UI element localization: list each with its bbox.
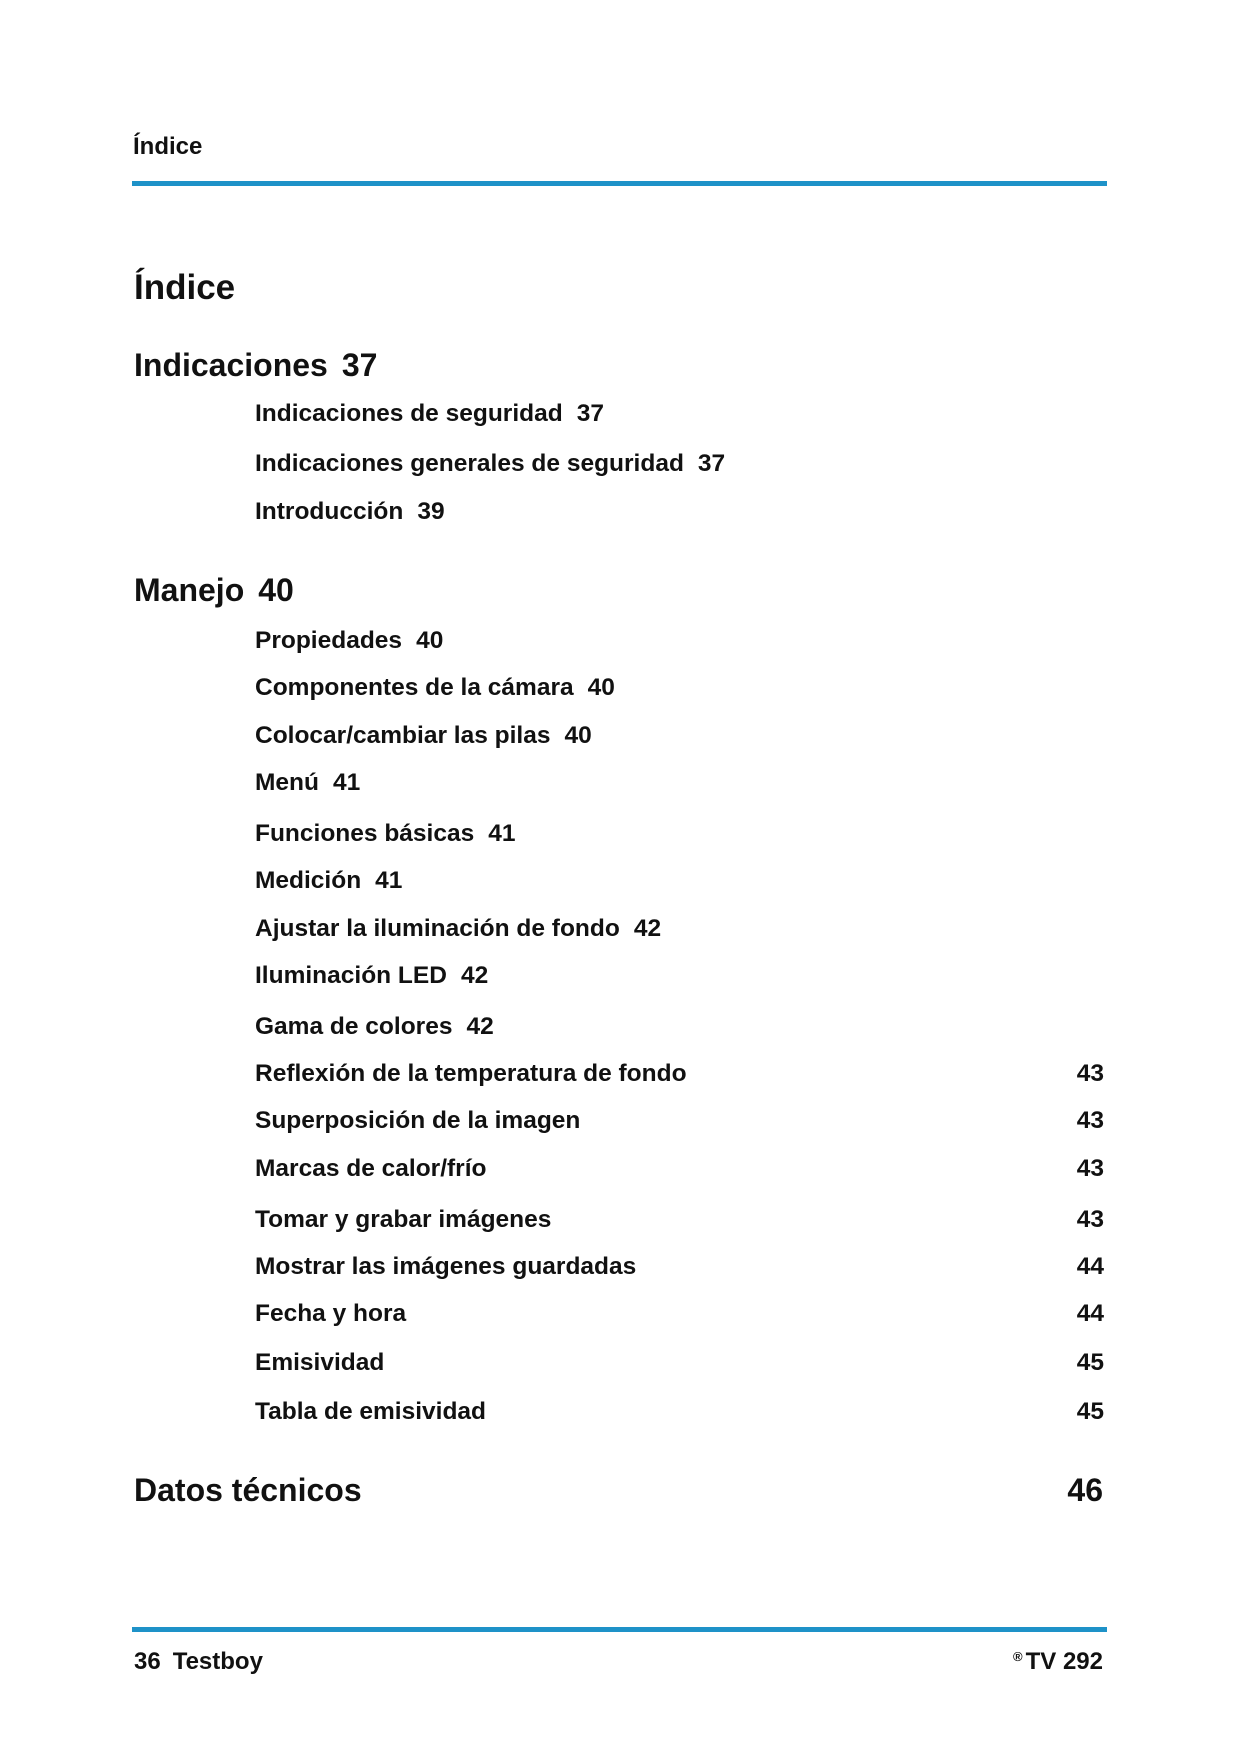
item-page: 41	[488, 820, 516, 847]
item-page: 42	[633, 915, 662, 942]
page-title: Índice	[134, 268, 236, 307]
item-page: 40	[587, 674, 615, 701]
item-page: 41	[332, 769, 361, 796]
item-page: 45	[1076, 1398, 1104, 1425]
toc-item[interactable]: Emisividad 45	[255, 1349, 1104, 1376]
toc-item[interactable]: Ajustar la iluminación de fondo 42	[255, 915, 662, 942]
item-label: Funciones básicas	[255, 820, 475, 847]
item-label: Colocar/cambiar las pilas	[255, 722, 551, 749]
item-label: Tomar y grabar imágenes	[255, 1206, 552, 1233]
item-page: 42	[466, 1013, 494, 1040]
toc-section-manejo[interactable]: Manejo 40	[134, 574, 294, 606]
toc-item[interactable]: Marcas de calor/frío 43	[255, 1155, 1104, 1182]
item-label: Gama de colores	[255, 1013, 453, 1040]
toc-item[interactable]: Iluminación LED 42	[255, 962, 489, 989]
item-page: 44	[1076, 1300, 1104, 1327]
section-label: Indicaciones	[134, 347, 328, 383]
item-label: Superposición de la imagen	[255, 1107, 581, 1134]
item-page: 40	[564, 722, 592, 749]
item-label: Emisividad	[255, 1349, 385, 1376]
item-page: 37	[576, 400, 604, 427]
item-label: Mostrar las imágenes guardadas	[255, 1253, 637, 1280]
item-page: 43	[1076, 1107, 1104, 1134]
item-page: 40	[416, 627, 444, 654]
page-number: 36	[134, 1648, 161, 1675]
item-label: Indicaciones generales de seguridad	[255, 450, 684, 477]
item-label: Introducción	[255, 498, 404, 525]
footer-left: 36 Testboy	[134, 1650, 263, 1674]
toc-item[interactable]: Colocar/cambiar las pilas 40	[255, 722, 592, 749]
toc-item[interactable]: Superposición de la imagen 43	[255, 1107, 1104, 1134]
toc-item[interactable]: Componentes de la cámara 40	[255, 674, 615, 701]
toc-item[interactable]: Menú 41	[255, 769, 361, 796]
toc-section-indicaciones[interactable]: Indicaciones 37	[134, 349, 377, 381]
toc-item[interactable]: Indicaciones generales de seguridad 37	[255, 450, 726, 477]
section-label: Manejo	[134, 572, 245, 608]
item-page: 43	[1076, 1206, 1104, 1233]
item-label: Ajustar la iluminación de fondo	[255, 915, 620, 942]
item-page: 42	[460, 962, 489, 989]
item-page: 43	[1076, 1155, 1104, 1182]
footer-right: ® TV 292	[1013, 1650, 1103, 1674]
toc-item[interactable]: Funciones básicas 41	[255, 820, 516, 847]
item-page: 37	[697, 450, 726, 477]
item-page: 39	[417, 498, 445, 525]
item-label: Componentes de la cámara	[255, 674, 574, 701]
item-label: Tabla de emisividad	[255, 1398, 487, 1425]
toc-item[interactable]: Reflexión de la temperatura de fondo 43	[255, 1060, 1104, 1087]
item-page: 41	[375, 867, 403, 894]
toc-item[interactable]: Propiedades 40	[255, 627, 444, 654]
item-page: 44	[1076, 1253, 1104, 1280]
item-label: Fecha y hora	[255, 1300, 407, 1327]
section-label: Datos técnicos	[134, 1472, 362, 1508]
registered-mark: ®	[1013, 1649, 1023, 1664]
model-name: TV 292	[1025, 1648, 1103, 1675]
item-label: Indicaciones de seguridad	[255, 400, 563, 427]
toc-item[interactable]: Medición 41	[255, 867, 403, 894]
running-header: Índice	[133, 133, 203, 160]
toc-item[interactable]: Introducción 39	[255, 498, 445, 525]
toc-item[interactable]: Gama de colores 42	[255, 1013, 494, 1040]
item-label: Propiedades	[255, 627, 403, 654]
item-label: Menú	[255, 769, 319, 796]
toc-item[interactable]: Mostrar las imágenes guardadas 44	[255, 1253, 1104, 1280]
item-label: Marcas de calor/frío	[255, 1155, 487, 1182]
section-page: 40	[258, 572, 294, 608]
item-page: 45	[1076, 1349, 1104, 1376]
toc-item[interactable]: Tomar y grabar imágenes 43	[255, 1206, 1104, 1233]
item-label: Iluminación LED	[255, 962, 447, 989]
toc-item[interactable]: Tabla de emisividad 45	[255, 1398, 1104, 1425]
header-rule	[132, 181, 1107, 186]
toc-section-datos-tecnicos[interactable]: Datos técnicos 46	[134, 1474, 1103, 1506]
item-label: Medición	[255, 867, 362, 894]
section-page: 37	[341, 347, 378, 383]
toc-item[interactable]: Fecha y hora 44	[255, 1300, 1104, 1327]
brand: Testboy	[172, 1648, 263, 1675]
section-page: 46	[1067, 1472, 1103, 1508]
item-label: Reflexión de la temperatura de fondo	[255, 1060, 687, 1087]
footer-rule	[132, 1627, 1107, 1632]
toc-item[interactable]: Indicaciones de seguridad 37	[255, 400, 604, 427]
item-page: 43	[1076, 1060, 1104, 1087]
